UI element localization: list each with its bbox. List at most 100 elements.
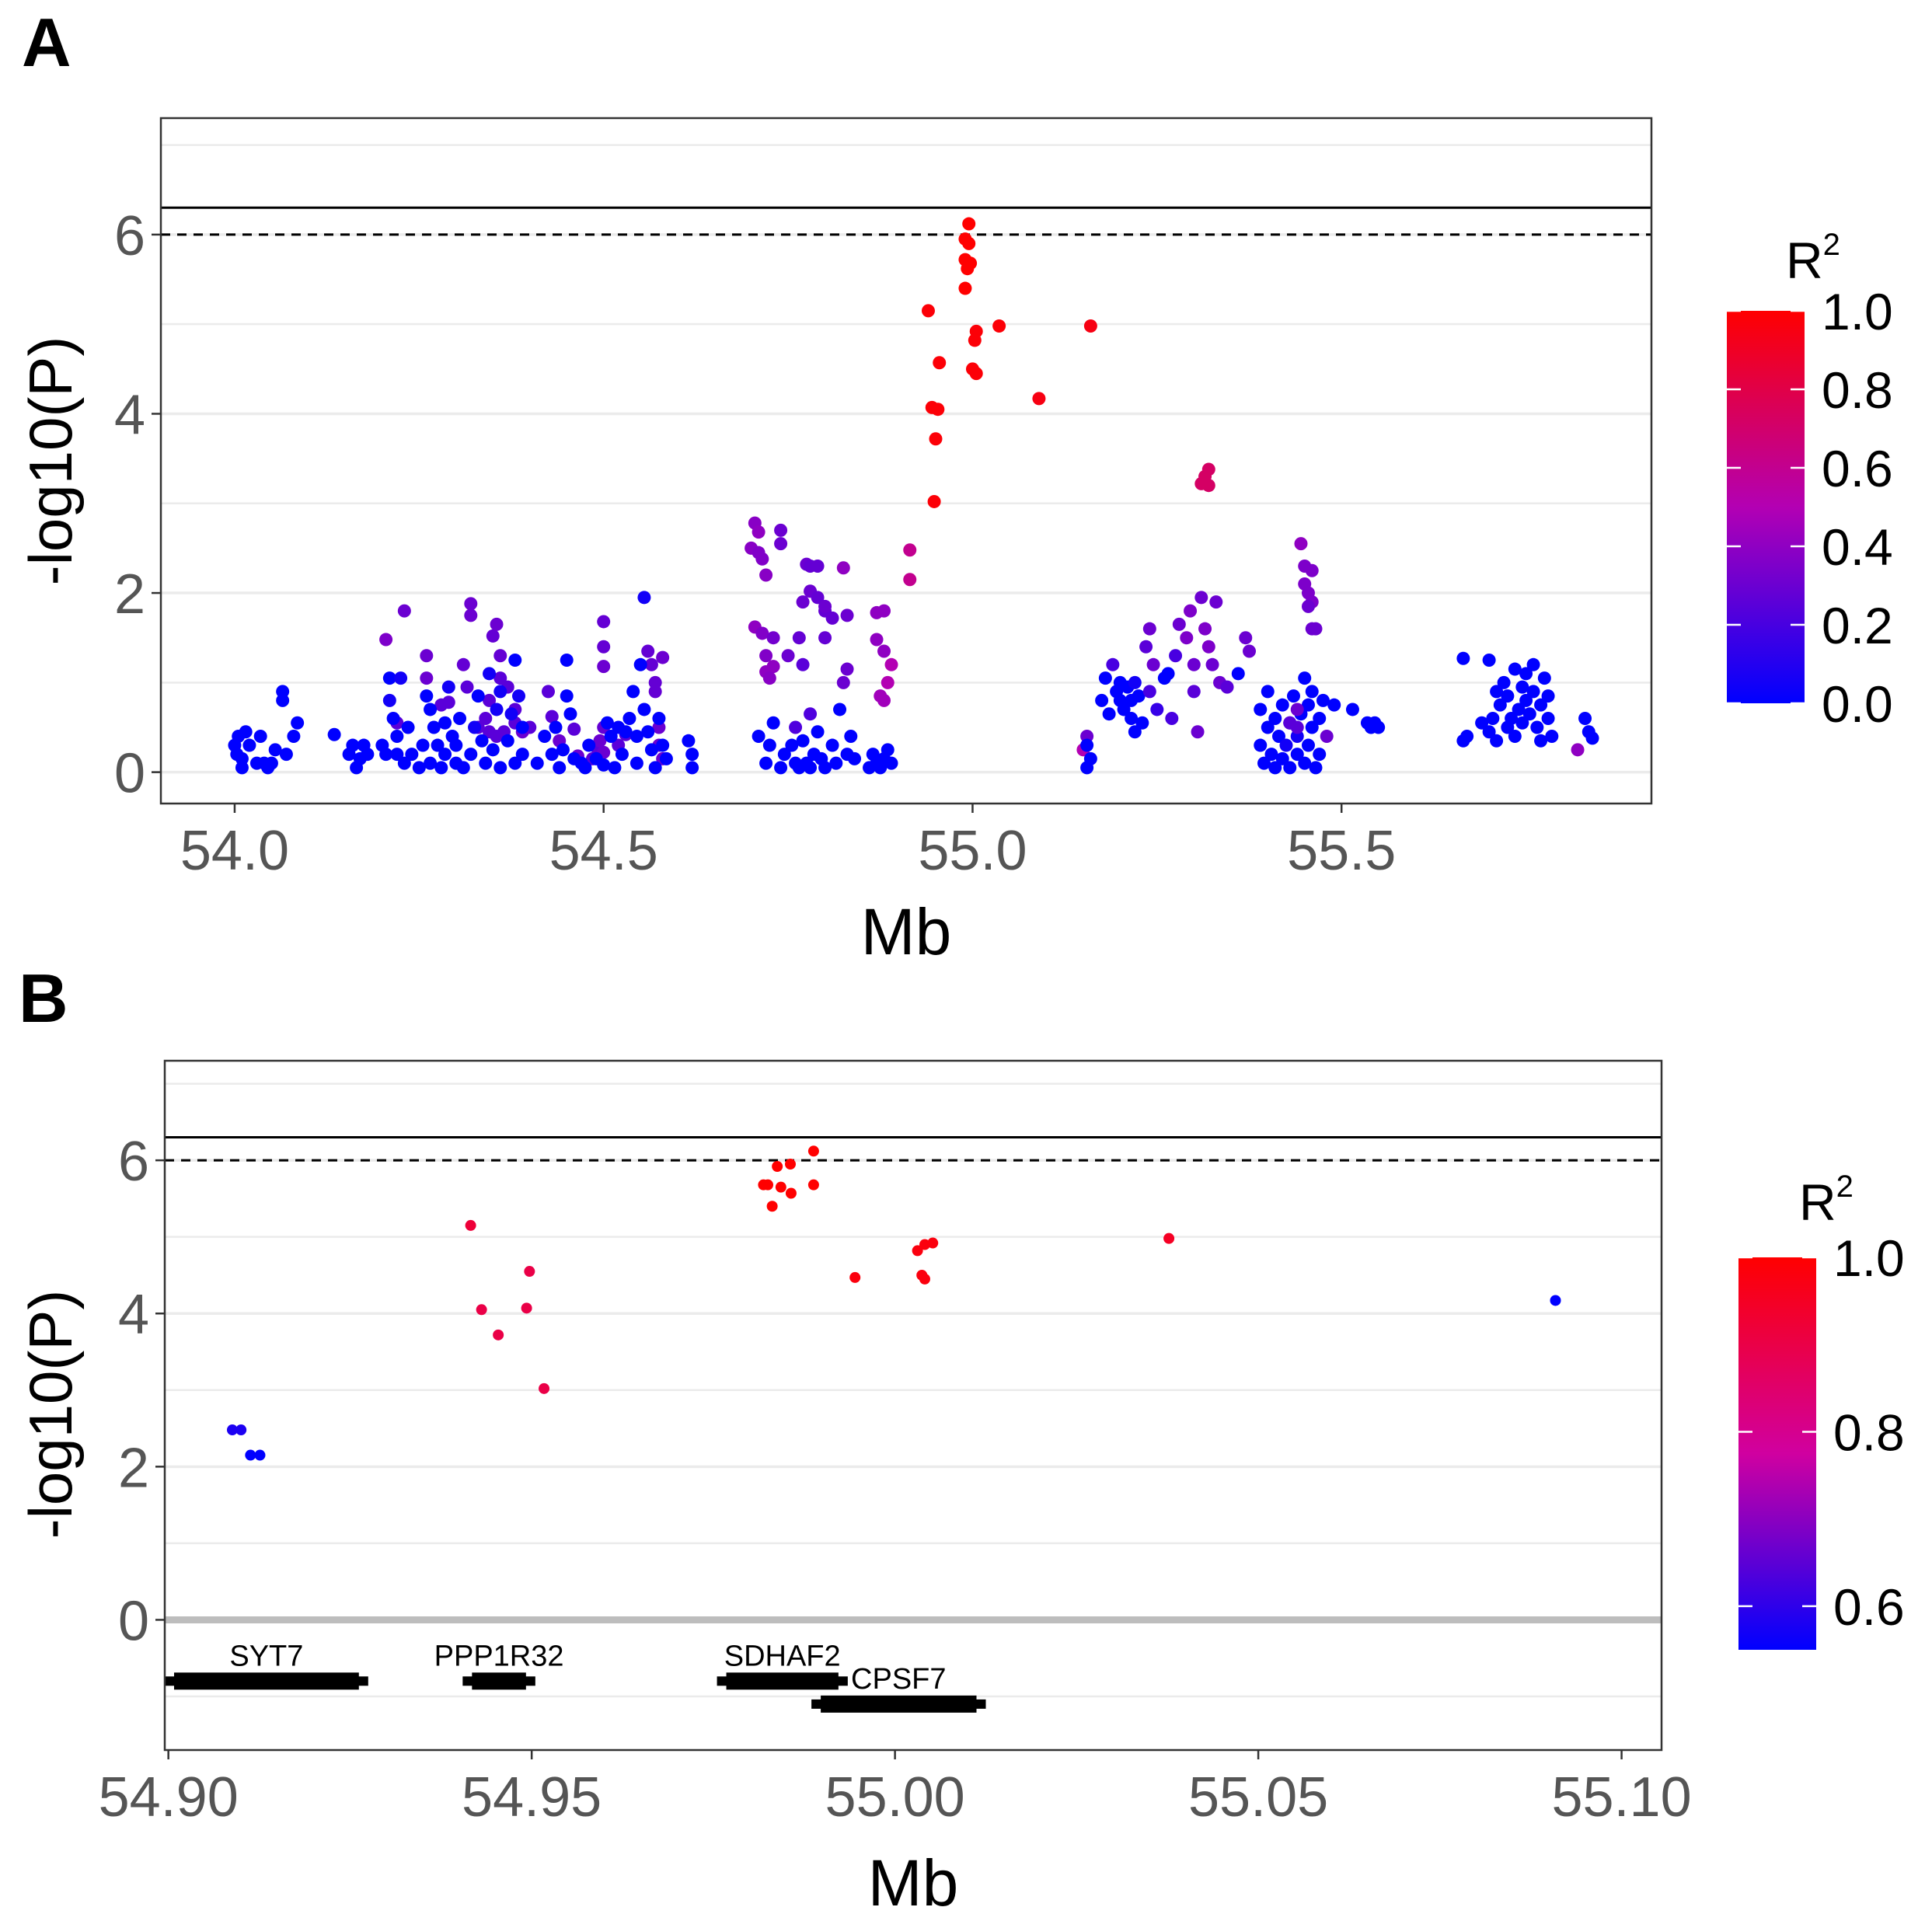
panel-b-point <box>762 1179 774 1191</box>
panel-a-legend: R2 0.0 0.2 0.4 0.6 0.8 1.0 <box>1727 228 1893 733</box>
panel-a-point <box>877 644 891 658</box>
panel-a-point <box>633 657 647 671</box>
panel-a-point <box>253 730 267 744</box>
panel-a-point <box>1497 675 1511 689</box>
panel-a-point <box>1345 703 1359 716</box>
panel-a-point <box>1305 720 1319 734</box>
panel-a-point <box>449 738 463 752</box>
panel-a-point <box>759 649 773 663</box>
panel-a-point <box>597 615 611 629</box>
panel-a-point <box>1161 667 1175 681</box>
panel-a-point <box>615 748 629 762</box>
panel-a-point <box>1187 685 1201 699</box>
panel-a-point <box>268 743 282 757</box>
panel-a-point <box>438 716 452 730</box>
panel-a-point <box>235 761 249 775</box>
panel-a-point <box>556 743 570 757</box>
panel-a-point <box>752 730 765 744</box>
panel-a-point <box>961 262 975 276</box>
panel-a-point <box>652 711 666 725</box>
panel-a-point <box>685 748 699 762</box>
panel-a-point <box>553 761 567 775</box>
panel-a-point <box>515 748 529 762</box>
panel-a-point <box>1526 685 1540 699</box>
panel-a-point <box>1301 599 1315 613</box>
panel-a-point <box>619 725 633 739</box>
panel-a-point <box>434 761 448 775</box>
panel-a-point <box>1098 671 1112 685</box>
panel-a-point <box>818 599 832 613</box>
panel-a-point <box>390 748 404 762</box>
panel-a-point <box>453 711 467 725</box>
panel-b-points <box>226 1145 1561 1461</box>
panel-b-legend-tick-label: 1.0 <box>1833 1229 1905 1287</box>
panel-a-point <box>1257 756 1271 770</box>
gene-syt7-label: SYT7 <box>229 1640 303 1672</box>
panel-b-y-ticks: 0 2 4 6 <box>118 1131 165 1652</box>
panel-a-point <box>836 675 850 689</box>
panel-a-point <box>1261 720 1275 734</box>
panel-b-legend-title-sup: 2 <box>1836 1170 1854 1204</box>
panel-a-point <box>622 711 636 725</box>
panel-a-point <box>401 720 415 734</box>
panel-b-colorbar <box>1738 1257 1816 1650</box>
panel-a-point <box>1313 711 1327 725</box>
panel-a-point <box>755 626 769 640</box>
panel-a-point <box>405 748 419 762</box>
panel-a-point <box>242 738 256 752</box>
panel-a-point <box>1301 738 1315 752</box>
panel-a-point <box>1305 563 1319 577</box>
panel-a-point <box>379 748 393 762</box>
panel-b-x-axis-title: Mb <box>868 1846 959 1919</box>
panel-a-point <box>597 640 611 654</box>
panel-a-point <box>1522 707 1536 721</box>
panel-a-point <box>877 693 891 707</box>
panel-a-point <box>1142 622 1156 636</box>
panel-label-b: B <box>19 960 68 1037</box>
panel-a-legend-tick-label: 0.6 <box>1822 440 1893 497</box>
panel-a-point <box>1139 640 1153 654</box>
panel-a-point <box>604 730 618 744</box>
panel-a-x-tick-label: 54.0 <box>180 820 289 882</box>
panel-b-point <box>524 1266 535 1278</box>
panel-a-point <box>456 761 470 775</box>
panel-b-point <box>766 1201 778 1212</box>
panel-a-point <box>804 707 818 721</box>
panel-a-point <box>1142 685 1156 699</box>
panel-a-point <box>1254 703 1268 716</box>
panel-a-point <box>500 734 514 748</box>
panel-a-point <box>563 707 577 721</box>
panel-a-point <box>1519 667 1533 681</box>
panel-b-legend-title-r: R <box>1799 1173 1836 1231</box>
panel-a-point <box>1194 591 1208 605</box>
panel-b-point <box>807 1145 819 1157</box>
panel-a-point <box>560 689 574 703</box>
panel-a-point <box>549 720 563 734</box>
panel-a-point <box>848 751 862 765</box>
panel-a-point <box>394 671 408 685</box>
panel-a-point <box>1209 595 1223 609</box>
panel-a-point <box>379 633 393 647</box>
panel-a-point <box>789 720 803 734</box>
panel-b-point <box>1550 1295 1561 1306</box>
panel-b-point <box>493 1329 504 1341</box>
panel-a-point <box>1460 730 1474 744</box>
panel-a-point <box>427 720 441 734</box>
panel-a-point <box>774 523 788 537</box>
panel-a-point <box>1301 698 1315 712</box>
gene-sdhaf2-label: SDHAF2 <box>724 1640 841 1672</box>
panel-b-point <box>539 1382 550 1394</box>
panel-a-point <box>781 649 795 663</box>
panel-a-point <box>1286 689 1300 703</box>
panel-a-point <box>796 734 810 748</box>
panel-a-point <box>1508 730 1522 744</box>
panel-a-point <box>1294 537 1308 551</box>
panel-a-point <box>1083 319 1097 333</box>
panel-a-point <box>774 537 788 551</box>
panel-a-point <box>1309 761 1323 775</box>
gene-syt7-body <box>174 1672 359 1690</box>
panel-a-point <box>239 725 253 739</box>
panel-a-point <box>804 761 818 775</box>
panel-b-threshold-lines <box>165 1136 1662 1162</box>
panel-a-point <box>1537 671 1551 685</box>
